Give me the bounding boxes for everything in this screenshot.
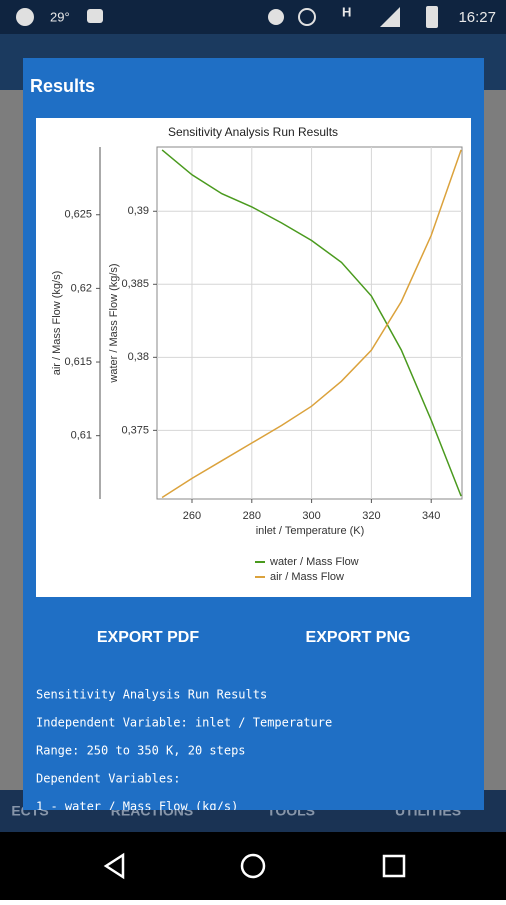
x-tick-label: 280 xyxy=(243,510,261,522)
y-tick-label: 0,38 xyxy=(128,351,149,363)
y-tick-label: 0,375 xyxy=(121,424,149,436)
alarm-icon xyxy=(298,8,316,26)
back-button[interactable] xyxy=(103,852,125,880)
dialog-title: Results xyxy=(30,76,95,96)
report-line: Independent Variable: inlet / Temperatur… xyxy=(36,716,332,730)
nav-bar xyxy=(0,832,506,900)
clock: 16:27 xyxy=(458,9,496,26)
report-line: 1 - water / Mass Flow (kg/s) xyxy=(36,800,238,814)
report-line: Range: 250 to 350 K, 20 steps xyxy=(36,744,246,758)
temperature: 29° xyxy=(50,9,70,24)
x-tick-label: 260 xyxy=(183,510,201,522)
plot-area xyxy=(156,146,463,500)
x-tick-label: 320 xyxy=(362,510,380,522)
recents-button[interactable] xyxy=(382,854,406,878)
signal-icon xyxy=(380,7,400,27)
series-line xyxy=(161,149,462,497)
legend-label: air / Mass Flow xyxy=(270,571,344,583)
network-type: H xyxy=(342,4,351,19)
music-icon xyxy=(16,8,34,26)
export-pdf-button[interactable]: EXPORT PDF xyxy=(97,629,199,646)
android-icon xyxy=(87,9,103,23)
x-tick-label: 300 xyxy=(302,510,320,522)
y2-tick-label: 0,61 xyxy=(71,430,92,442)
report-line: Dependent Variables: xyxy=(36,772,181,786)
dnd-icon xyxy=(268,9,284,25)
battery-icon xyxy=(426,6,438,28)
y2-axis-label: air / Mass Flow (kg/s) xyxy=(51,271,63,376)
chart-title: Sensitivity Analysis Run Results xyxy=(168,125,338,139)
home-button[interactable] xyxy=(240,853,266,879)
x-axis-label: inlet / Temperature (K) xyxy=(256,525,365,537)
y-tick-label: 0,39 xyxy=(128,205,149,217)
dialog: Results Sensitivity Analysis Run Results… xyxy=(23,58,484,814)
report: Sensitivity Analysis Run Results Independ… xyxy=(36,688,332,814)
y2-tick-label: 0,615 xyxy=(64,356,92,368)
report-line: Sensitivity Analysis Run Results xyxy=(36,688,267,702)
y2-tick-label: 0,62 xyxy=(71,282,92,294)
chart: Sensitivity Analysis Run Results 260 280 30… xyxy=(51,125,463,583)
status-bar xyxy=(0,0,506,34)
legend-label: water / Mass Flow xyxy=(269,556,359,568)
y-tick-label: 0,385 xyxy=(121,278,149,290)
y2-tick-label: 0,625 xyxy=(64,209,92,221)
series-line xyxy=(161,149,462,499)
y-axis-label: water / Mass Flow (kg/s) xyxy=(108,263,120,383)
export-png-button[interactable]: EXPORT PNG xyxy=(306,629,411,646)
x-tick-label: 340 xyxy=(422,510,440,522)
